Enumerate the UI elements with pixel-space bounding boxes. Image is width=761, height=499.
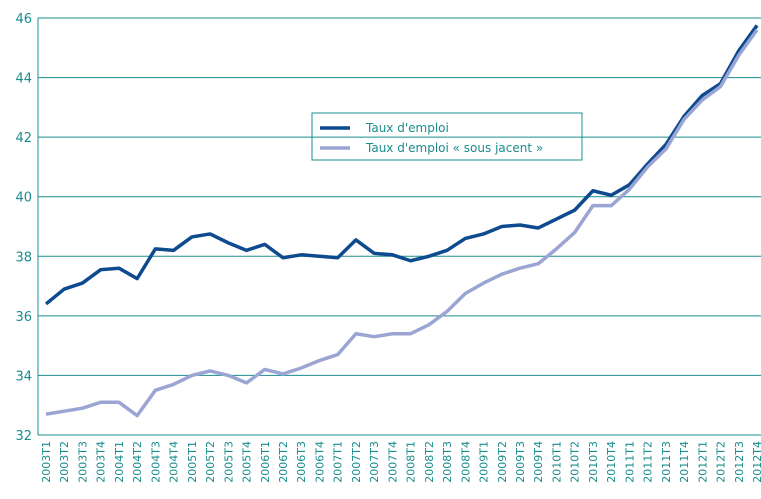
x-tick-label: 2010T2 — [569, 441, 582, 483]
x-tick-label: 2011T1 — [623, 441, 636, 483]
y-tick-label: 42 — [15, 131, 32, 146]
x-tick-label: 2007T4 — [386, 441, 399, 483]
x-tick-label: 2004T2 — [131, 441, 144, 483]
x-tick-label: 2008T1 — [405, 441, 418, 483]
y-tick-label: 44 — [15, 72, 32, 87]
x-tick-label: 2005T2 — [204, 441, 217, 483]
legend-label: Taux d'emploi — [365, 121, 449, 135]
x-tick-label: 2006T2 — [277, 441, 290, 483]
x-tick-label: 2009T2 — [496, 441, 509, 483]
y-tick-label: 40 — [15, 191, 32, 206]
y-tick-label: 36 — [15, 310, 32, 325]
x-tick-label: 2003T3 — [76, 441, 89, 483]
x-tick-label: 2008T2 — [423, 441, 436, 483]
x-tick-label: 2011T4 — [678, 441, 691, 483]
x-tick-label: 2006T3 — [295, 441, 308, 483]
x-tick-label: 2009T3 — [514, 441, 527, 483]
x-tick-label: 2010T4 — [605, 441, 618, 483]
y-tick-label: 34 — [15, 369, 32, 384]
x-tick-label: 2008T3 — [441, 441, 454, 483]
x-tick-label: 2005T3 — [222, 441, 235, 483]
x-tick-label: 2005T4 — [241, 441, 254, 483]
x-tick-label: 2007T2 — [350, 441, 363, 483]
x-tick-label: 2009T4 — [532, 441, 545, 483]
y-tick-label: 32 — [15, 429, 32, 444]
x-tick-label: 2009T1 — [478, 441, 491, 483]
y-tick-label: 38 — [15, 250, 32, 265]
x-tick-label: 2010T1 — [550, 441, 563, 483]
x-tick-label: 2007T1 — [332, 441, 345, 483]
x-tick-label: 2012T2 — [715, 441, 728, 483]
legend-label: Taux d'emploi « sous jacent » — [365, 141, 543, 155]
x-tick-label: 2006T1 — [259, 441, 272, 483]
x-tick-label: 2007T3 — [368, 441, 381, 483]
x-tick-label: 2004T1 — [113, 441, 126, 483]
line-series — [44, 24, 759, 306]
x-tick-label: 2004T4 — [168, 441, 181, 483]
x-tick-label: 2011T3 — [660, 441, 673, 483]
x-tick-label: 2003T4 — [95, 441, 108, 483]
x-tick-label: 2006T4 — [313, 441, 326, 483]
x-tick-label: 2012T3 — [733, 441, 746, 483]
line-series — [45, 28, 759, 418]
x-tick-label: 2012T1 — [696, 441, 709, 483]
x-tick-label: 2010T3 — [587, 441, 600, 483]
x-tick-label: 2011T2 — [642, 441, 655, 483]
legend-box — [311, 112, 583, 161]
x-tick-label: 2003T2 — [58, 441, 71, 483]
y-tick-label: 46 — [15, 12, 32, 27]
x-tick-label: 2004T3 — [149, 441, 162, 483]
x-tick-label: 2012T4 — [751, 441, 761, 483]
x-tick-label: 2003T1 — [40, 441, 53, 483]
x-tick-label: 2005T1 — [186, 441, 199, 483]
x-tick-label: 2008T4 — [459, 441, 472, 483]
